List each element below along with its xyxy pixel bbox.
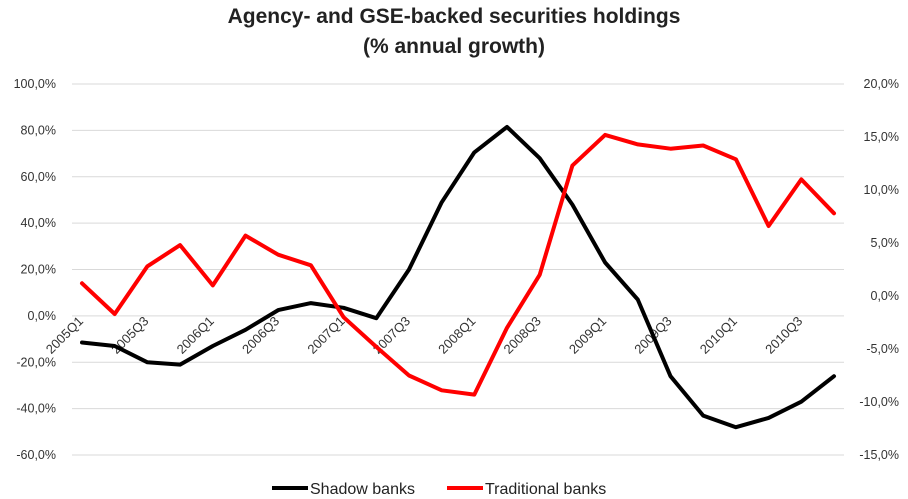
- right-tick-label: -15,0%: [859, 448, 899, 462]
- left-tick-label: 0,0%: [28, 309, 57, 323]
- left-tick-label: 80,0%: [21, 123, 56, 137]
- left-axis-ticks: 100,0% 80,0% 60,0% 40,0% 20,0% 0,0% -20,0% -40,…: [14, 77, 56, 462]
- x-tick-label: 2010Q3: [762, 313, 805, 356]
- x-tick-label: 2008Q3: [501, 313, 544, 356]
- x-tick-label: 2007Q1: [304, 313, 347, 356]
- legend-label-traditional-banks: Traditional banks: [485, 481, 606, 498]
- x-axis-ticks: 2005Q1 2005Q3 2006Q1 2006Q3 2007Q1 2007Q3 2008…: [43, 313, 806, 356]
- legend-label-shadow-banks: Shadow banks: [310, 481, 415, 498]
- right-tick-label: 15,0%: [864, 130, 899, 144]
- legend: Shadow banks Traditional banks: [272, 481, 606, 498]
- series-line-shadow-banks: [80, 124, 836, 430]
- series-line-traditional-banks: [80, 132, 836, 397]
- left-tick-label: 100,0%: [14, 77, 56, 91]
- left-tick-label: -20,0%: [16, 355, 56, 369]
- x-tick-label: 2009Q1: [566, 313, 609, 356]
- chart-subtitle: (% annual growth): [363, 35, 545, 58]
- left-tick-label: 60,0%: [21, 170, 56, 184]
- x-tick-label: 2005Q3: [108, 313, 151, 356]
- right-tick-label: -5,0%: [866, 342, 899, 356]
- left-tick-label: -40,0%: [16, 402, 56, 416]
- right-tick-label: 10,0%: [864, 183, 899, 197]
- right-tick-label: 0,0%: [871, 289, 900, 303]
- right-tick-label: 5,0%: [871, 236, 900, 250]
- right-axis-ticks: 20,0% 15,0% 10,0% 5,0% 0,0% -5,0% -10,0% -15,0%: [859, 77, 899, 462]
- right-tick-label: 20,0%: [864, 77, 899, 91]
- x-tick-label: 2010Q1: [697, 313, 740, 356]
- x-tick-label: 2006Q1: [174, 313, 217, 356]
- x-tick-label: 2008Q1: [435, 313, 478, 356]
- series-lines: [80, 124, 836, 430]
- left-tick-label: -60,0%: [16, 448, 56, 462]
- left-tick-label: 20,0%: [21, 263, 56, 277]
- left-tick-label: 40,0%: [21, 216, 56, 230]
- chart-title: Agency- and GSE-backed securities holdin…: [228, 5, 681, 28]
- right-tick-label: -10,0%: [859, 395, 899, 409]
- gridlines: [72, 83, 844, 456]
